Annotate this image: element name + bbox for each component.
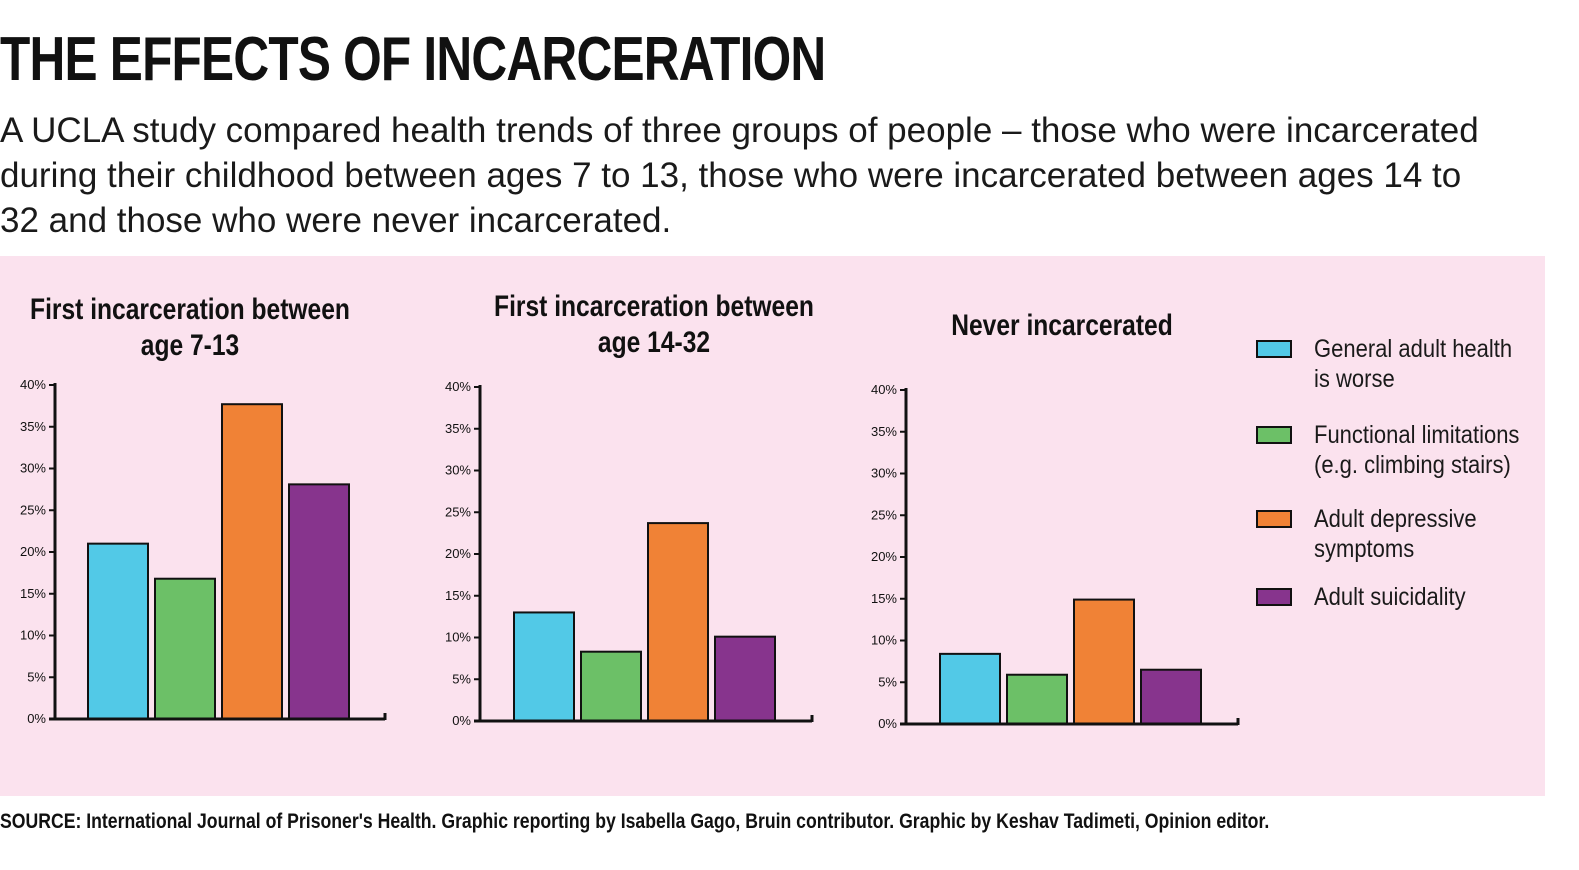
y-tick-label: 5% <box>27 669 46 684</box>
y-tick-label: 0% <box>878 716 897 731</box>
bar <box>221 403 283 721</box>
y-tick-label: 30% <box>20 461 46 476</box>
y-tick-label: 40% <box>871 382 897 397</box>
headline: THE EFFECTS OF INCARCERATION <box>0 25 826 94</box>
chart-title: Never incarcerated <box>898 308 1226 344</box>
chart-title-line: First incarceration between <box>494 290 814 323</box>
y-tick-label: 10% <box>445 630 471 645</box>
y-tick-label: 5% <box>452 671 471 686</box>
bar-charts: 0% 5% 10% 15% 20% 25% 30% 35% 40% 0% 5% 10% 15% 20% 25… <box>20 377 1240 731</box>
y-tick-label: 20% <box>871 549 897 564</box>
bar <box>1140 668 1202 726</box>
legend-label: General adult health is worse <box>1314 334 1534 394</box>
y-tick-label: 15% <box>871 591 897 606</box>
bar <box>288 483 350 720</box>
legend-label-line: Adult depressive <box>1314 505 1477 533</box>
bar <box>647 522 709 723</box>
y-tick-label: 0% <box>27 711 46 726</box>
legend-label-line: General adult health <box>1314 335 1513 363</box>
source-credit: SOURCE: International Journal of Prisone… <box>0 810 1270 833</box>
y-tick-label: 25% <box>445 504 471 519</box>
y-tick-label: 20% <box>20 544 46 559</box>
legend-swatch <box>1256 426 1292 444</box>
legend-swatch <box>1256 510 1292 528</box>
chart-title-line: Never incarcerated <box>951 309 1173 342</box>
y-tick-label: 5% <box>878 674 897 689</box>
legend-label-line: Functional limitations <box>1314 421 1520 449</box>
y-tick-label: 40% <box>445 379 471 394</box>
legend-label-line: symptoms <box>1314 535 1415 563</box>
y-tick-label: 10% <box>871 633 897 648</box>
y-tick-label: 35% <box>871 424 897 439</box>
y-tick-label: 35% <box>20 419 46 434</box>
bar <box>1073 598 1135 725</box>
y-tick-label: 30% <box>871 466 897 481</box>
bar <box>714 635 776 723</box>
y-tick-label: 20% <box>445 546 471 561</box>
bar <box>154 577 216 720</box>
chart-title-line: age 7-13 <box>140 329 240 362</box>
bar <box>513 611 575 723</box>
legend-swatch <box>1256 588 1292 606</box>
bar <box>1006 673 1068 725</box>
bar <box>580 650 642 723</box>
y-tick-label: 25% <box>20 502 46 517</box>
legend-label: Adult suicidality <box>1314 582 1534 612</box>
chart-panel: First incarceration between age 7-13 First… <box>0 256 1545 796</box>
legend-label-line: is worse <box>1314 365 1395 393</box>
y-tick-label: 0% <box>452 713 471 728</box>
dek: A UCLA study compared health trends of t… <box>0 111 1479 240</box>
chart-title-line: First incarceration between <box>30 293 350 326</box>
legend-label-line: Adult suicidality <box>1314 583 1466 611</box>
bar <box>939 652 1001 725</box>
y-tick-label: 40% <box>20 377 46 392</box>
bar <box>87 542 149 720</box>
legend-label: Adult depressive symptoms <box>1314 504 1534 564</box>
legend-label-line: (e.g. climbing stairs) <box>1314 451 1511 479</box>
chart-title: First incarceration between age 14-32 <box>490 289 818 361</box>
y-tick-label: 15% <box>445 588 471 603</box>
legend-swatch <box>1256 340 1292 358</box>
legend-label: Functional limitations (e.g. climbing sta… <box>1314 420 1534 480</box>
y-tick-label: 10% <box>20 628 46 643</box>
y-tick-label: 30% <box>445 463 471 478</box>
chart-title-line: age 14-32 <box>597 326 711 359</box>
chart-title: First incarceration between age 7-13 <box>26 292 354 364</box>
y-tick-label: 25% <box>871 507 897 522</box>
y-tick-label: 35% <box>445 421 471 436</box>
y-tick-label: 15% <box>20 586 46 601</box>
